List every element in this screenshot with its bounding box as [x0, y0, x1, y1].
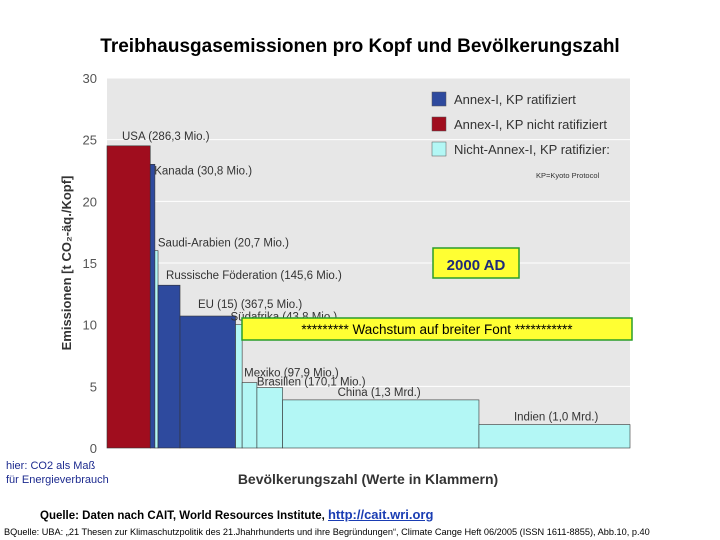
- source-citation: BQuelle: UBA: „21 Thesen zur Klimaschutz…: [4, 527, 650, 537]
- bar-label: Kanada (30,8 Mio.): [154, 165, 252, 177]
- bar-s-dafrika: [235, 324, 243, 449]
- source-line: Quelle: Daten nach CAIT, World Resources…: [40, 507, 433, 522]
- bar-label: EU (15) (367,5 Mio.): [198, 299, 302, 311]
- source-label: Quelle: Daten nach CAIT, World Resources…: [40, 510, 328, 522]
- legend-label: Nicht-Annex-I, KP ratifizier:: [454, 142, 610, 157]
- bar-label: China (1,3 Mrd.): [338, 387, 421, 399]
- y-tick-label: 20: [83, 194, 97, 209]
- bar-saudi-arabien: [154, 250, 159, 449]
- legend-label: Annex-I, KP ratifiziert: [454, 92, 576, 107]
- bar-label: Russische Föderation (145,6 Mio.): [166, 270, 342, 282]
- bar-mexiko: [241, 382, 258, 449]
- slide-title: Treibhausgasemissionen pro Kopf und Bevö…: [100, 36, 620, 57]
- bar-label: Mexiko (97,9 Mio.): [244, 368, 339, 380]
- bar-kanada: [149, 164, 156, 449]
- bar-brasilien: [256, 387, 283, 449]
- bar-label: Brasilien (170,1 Mio.): [257, 377, 366, 389]
- legend-swatch: [431, 91, 447, 107]
- bar-label: Saudi-Arabien (20,7 Mio.): [158, 238, 289, 250]
- legend-swatch: [431, 141, 447, 157]
- x-axis-label: Bevölkerungszahl (Werte in Klammern): [238, 471, 498, 487]
- legend-label: Annex-I, KP nicht ratifiziert: [454, 117, 607, 132]
- bar-indien: [478, 424, 631, 449]
- bar-usa: [106, 145, 151, 449]
- bar-china: [282, 399, 480, 449]
- annotation-growth-box: [241, 317, 633, 341]
- annotation-2000-box: [432, 247, 520, 279]
- source-link[interactable]: http://cait.wri.org: [327, 507, 434, 522]
- y-axis-label: Emissionen [t CO₂-äq./Kopf]: [59, 176, 74, 351]
- note-line-2: für Energieverbrauch: [6, 474, 109, 486]
- note-co2: hier: CO2 als Maß für Energieverbrauch: [6, 459, 109, 487]
- y-tick-label: 15: [83, 256, 97, 271]
- legend-note: KP=Kyoto Protocol: [536, 171, 599, 180]
- bar-eu-15-: [179, 315, 236, 449]
- annotation-growth: ********* Wachstum auf breiter Font ****…: [301, 322, 573, 337]
- bar-label: Indien (1,0 Mrd.): [514, 412, 599, 424]
- y-tick-label: 5: [90, 379, 97, 394]
- y-tick-label: 10: [83, 318, 97, 333]
- y-tick-label: 25: [83, 133, 97, 148]
- annotation-2000: 2000 AD: [447, 257, 506, 274]
- y-tick-label: 30: [83, 71, 97, 86]
- y-tick-label: 0: [90, 441, 97, 456]
- bar-russische-f-deration: [157, 284, 181, 449]
- legend-swatch: [431, 116, 447, 132]
- bar-label: USA (286,3 Mio.): [122, 131, 210, 143]
- note-line-1: hier: CO2 als Maß: [6, 460, 96, 472]
